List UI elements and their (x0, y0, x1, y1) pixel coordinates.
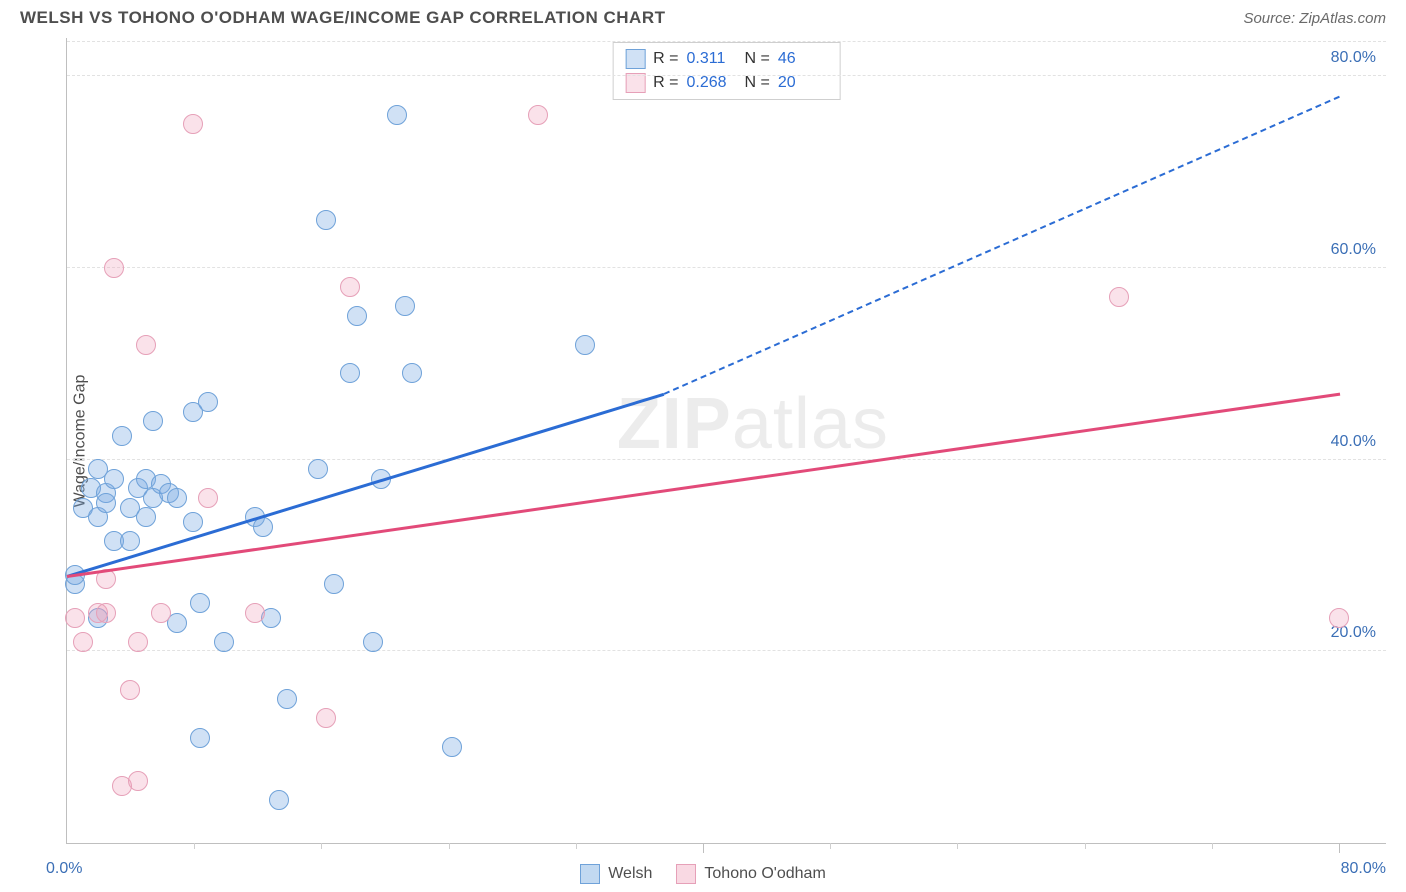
data-point (198, 488, 218, 508)
data-point (104, 258, 124, 278)
data-point (120, 531, 140, 551)
chart-container: Wage/Income Gap ZIPatlas R =0.311N =46R … (20, 38, 1386, 844)
data-point (316, 210, 336, 230)
y-tick-label: 60.0% (1331, 241, 1376, 259)
data-point (104, 469, 124, 489)
x-tick-minor (1085, 843, 1086, 849)
data-point (308, 459, 328, 479)
chart-title: WELSH VS TOHONO O'ODHAM WAGE/INCOME GAP … (20, 8, 666, 28)
legend-item: Tohono O'odham (676, 864, 825, 884)
data-point (96, 493, 116, 513)
plot-area: ZIPatlas R =0.311N =46R =0.268N =20 20.0… (66, 38, 1386, 844)
legend-swatch (625, 49, 645, 69)
data-point (143, 411, 163, 431)
data-point (96, 603, 116, 623)
x-tick-minor (449, 843, 450, 849)
data-point (363, 632, 383, 652)
data-point (112, 426, 132, 446)
stat-n-label: N = (745, 47, 770, 71)
legend-swatch (580, 864, 600, 884)
stats-row: R = 0.311 N = 46 (625, 47, 828, 71)
data-point (1109, 287, 1129, 307)
trendline-extrapolated (664, 96, 1341, 395)
data-point (198, 392, 218, 412)
trendline (67, 393, 1340, 578)
data-point (120, 680, 140, 700)
data-point (183, 114, 203, 134)
gridline (67, 267, 1386, 268)
gridline (67, 41, 1386, 42)
legend-swatch (676, 864, 696, 884)
source-label: Source: ZipAtlas.com (1243, 10, 1386, 27)
gridline (67, 459, 1386, 460)
stat-r-label: R = (653, 47, 678, 71)
data-point (395, 296, 415, 316)
data-point (387, 105, 407, 125)
data-point (340, 363, 360, 383)
x-tick-minor (1212, 843, 1213, 849)
x-tick-minor (957, 843, 958, 849)
x-tick (703, 843, 704, 853)
legend: Welsh Tohono O'odham (0, 864, 1406, 884)
data-point (151, 603, 171, 623)
y-tick-label: 80.0% (1331, 49, 1376, 67)
data-point (528, 105, 548, 125)
x-tick-minor (830, 843, 831, 849)
data-point (183, 512, 203, 532)
data-point (1329, 608, 1349, 628)
data-point (245, 603, 265, 623)
data-point (65, 608, 85, 628)
stat-r-value: 0.311 (687, 47, 737, 71)
data-point (214, 632, 234, 652)
legend-item: Welsh (580, 864, 652, 884)
legend-label: Welsh (608, 865, 652, 883)
stats-box: R =0.311N =46R =0.268N =20 (612, 42, 841, 100)
x-tick-minor (194, 843, 195, 849)
data-point (190, 593, 210, 613)
data-point (324, 574, 344, 594)
data-point (347, 306, 367, 326)
data-point (73, 632, 93, 652)
data-point (575, 335, 595, 355)
x-tick-minor (576, 843, 577, 849)
data-point (136, 335, 156, 355)
data-point (277, 689, 297, 709)
data-point (402, 363, 422, 383)
gridline (67, 650, 1386, 651)
data-point (136, 507, 156, 527)
stat-n-value: 46 (778, 47, 828, 71)
y-tick-label: 40.0% (1331, 433, 1376, 451)
data-point (128, 632, 148, 652)
data-point (340, 277, 360, 297)
data-point (190, 728, 210, 748)
x-tick-minor (321, 843, 322, 849)
data-point (269, 790, 289, 810)
data-point (128, 771, 148, 791)
data-point (316, 708, 336, 728)
gridline (67, 75, 1386, 76)
data-point (167, 488, 187, 508)
data-point (442, 737, 462, 757)
x-tick (1339, 843, 1340, 853)
legend-label: Tohono O'odham (704, 865, 825, 883)
